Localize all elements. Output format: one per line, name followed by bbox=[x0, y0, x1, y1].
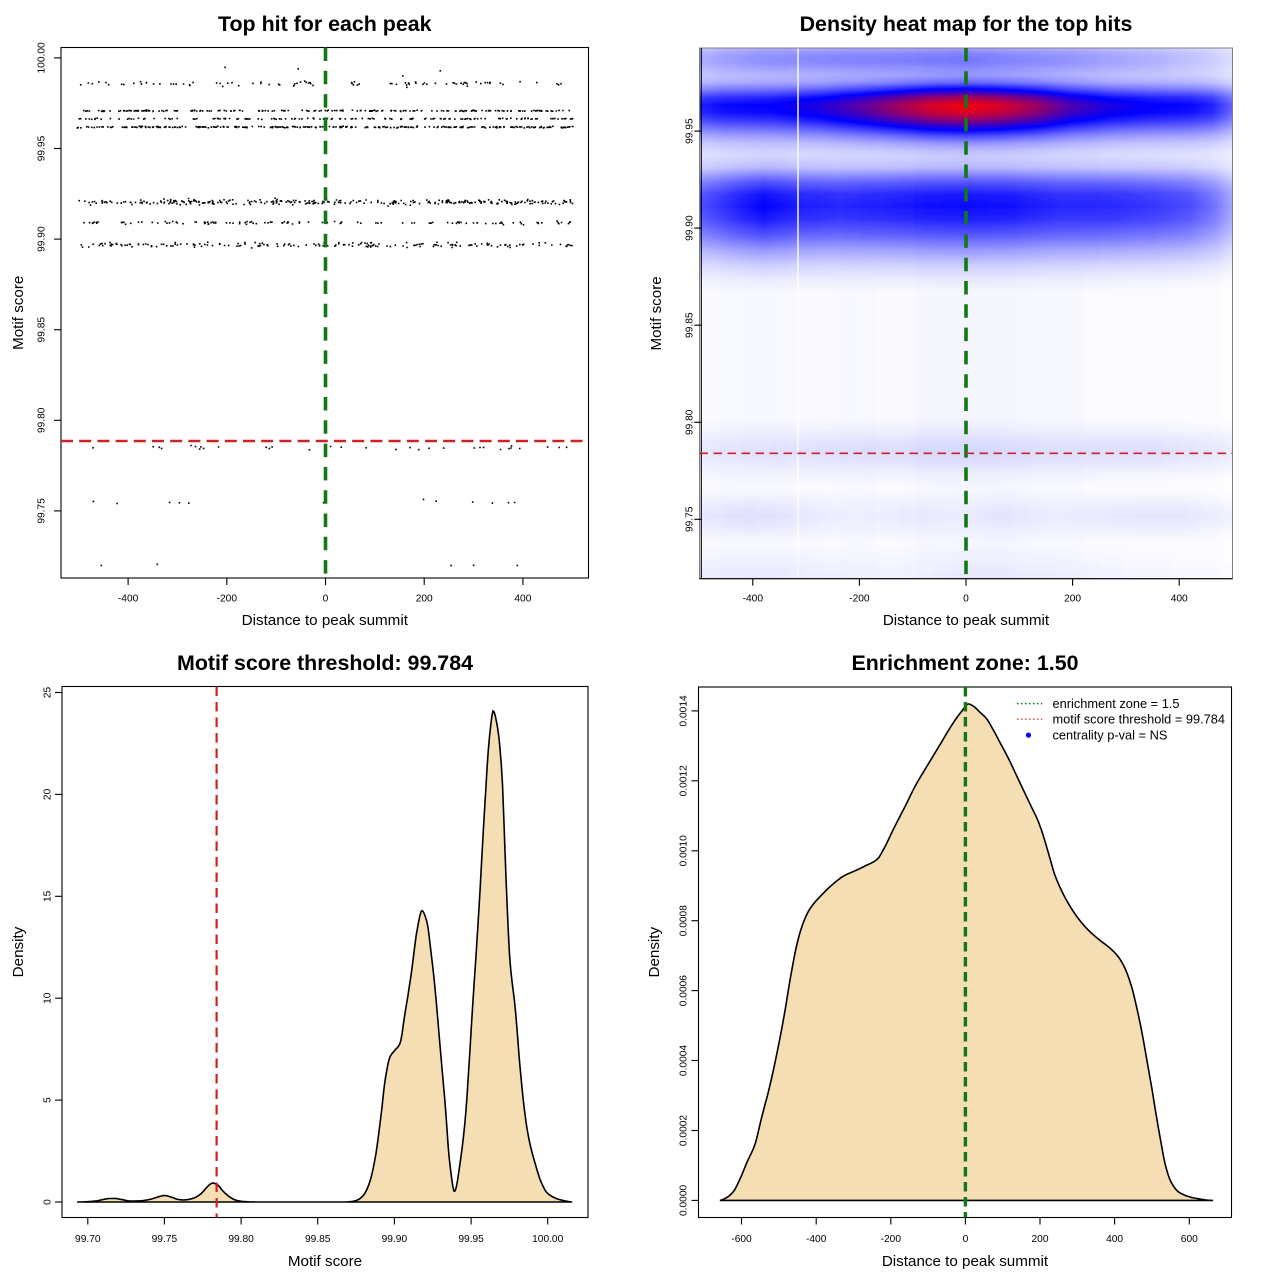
svg-text:400: 400 bbox=[1106, 1234, 1123, 1245]
svg-text:-200: -200 bbox=[881, 1234, 902, 1245]
svg-text:99.95: 99.95 bbox=[685, 118, 696, 144]
svg-text:99.95: 99.95 bbox=[458, 1234, 484, 1245]
svg-text:-600: -600 bbox=[731, 1234, 752, 1245]
svg-text:0.0014: 0.0014 bbox=[679, 695, 690, 726]
svg-text:100.00: 100.00 bbox=[532, 1234, 563, 1245]
svg-text:99.95: 99.95 bbox=[36, 135, 47, 161]
svg-text:15: 15 bbox=[42, 890, 53, 902]
svg-text:0.0006: 0.0006 bbox=[679, 975, 690, 1006]
svg-text:Motif score: Motif score bbox=[10, 276, 27, 350]
svg-text:200: 200 bbox=[1064, 594, 1081, 605]
svg-text:200: 200 bbox=[1032, 1234, 1049, 1245]
svg-text:0.0008: 0.0008 bbox=[679, 905, 690, 936]
svg-text:Distance to peak summit: Distance to peak summit bbox=[882, 1253, 1049, 1270]
svg-text:0.0004: 0.0004 bbox=[679, 1045, 690, 1076]
svg-text:-400: -400 bbox=[743, 594, 764, 605]
svg-text:5: 5 bbox=[42, 1097, 53, 1103]
svg-text:Motif score threshold: 99.784: Motif score threshold: 99.784 bbox=[177, 651, 473, 675]
svg-text:0.0000: 0.0000 bbox=[679, 1184, 690, 1215]
svg-text:99.85: 99.85 bbox=[685, 312, 696, 338]
svg-text:motif score threshold = 99.784: motif score threshold = 99.784 bbox=[1053, 712, 1226, 727]
svg-text:100.00: 100.00 bbox=[36, 42, 47, 73]
svg-text:0: 0 bbox=[42, 1199, 53, 1205]
svg-text:600: 600 bbox=[1181, 1234, 1198, 1245]
svg-text:99.80: 99.80 bbox=[36, 407, 47, 433]
svg-text:20: 20 bbox=[42, 788, 53, 800]
svg-text:0.0010: 0.0010 bbox=[679, 835, 690, 866]
svg-text:0: 0 bbox=[963, 594, 969, 605]
svg-text:99.90: 99.90 bbox=[382, 1234, 408, 1245]
svg-text:0.0002: 0.0002 bbox=[679, 1115, 690, 1146]
svg-text:Top hit for each peak: Top hit for each peak bbox=[218, 12, 432, 36]
svg-text:99.80: 99.80 bbox=[685, 409, 696, 435]
svg-text:-400: -400 bbox=[806, 1234, 827, 1245]
svg-text:200: 200 bbox=[416, 594, 433, 605]
svg-text:-400: -400 bbox=[118, 594, 139, 605]
svg-text:0: 0 bbox=[323, 594, 329, 605]
svg-text:99.75: 99.75 bbox=[152, 1234, 178, 1245]
svg-text:-200: -200 bbox=[217, 594, 238, 605]
svg-text:Density: Density bbox=[10, 926, 27, 977]
svg-text:Distance to peak summit: Distance to peak summit bbox=[883, 612, 1050, 629]
svg-text:99.70: 99.70 bbox=[75, 1234, 101, 1245]
svg-text:99.85: 99.85 bbox=[36, 317, 47, 343]
svg-text:99.90: 99.90 bbox=[36, 226, 47, 252]
svg-text:25: 25 bbox=[42, 687, 53, 699]
svg-text:-200: -200 bbox=[849, 594, 870, 605]
svg-text:99.75: 99.75 bbox=[685, 506, 696, 532]
svg-text:Motif score: Motif score bbox=[288, 1253, 362, 1270]
svg-text:enrichment zone = 1.5: enrichment zone = 1.5 bbox=[1053, 696, 1180, 711]
svg-text:centrality p-val = NS: centrality p-val = NS bbox=[1053, 727, 1168, 742]
svg-text:Motif score: Motif score bbox=[648, 276, 665, 350]
svg-text:99.90: 99.90 bbox=[685, 215, 696, 241]
svg-text:0.0012: 0.0012 bbox=[679, 765, 690, 796]
svg-text:Density: Density bbox=[646, 926, 663, 977]
svg-text:99.80: 99.80 bbox=[228, 1234, 254, 1245]
svg-text:Enrichment zone: 1.50: Enrichment zone: 1.50 bbox=[851, 651, 1078, 675]
svg-text:10: 10 bbox=[42, 992, 53, 1004]
svg-text:Distance to peak summit: Distance to peak summit bbox=[242, 612, 409, 629]
svg-text:0: 0 bbox=[963, 1234, 969, 1245]
svg-text:400: 400 bbox=[1171, 594, 1188, 605]
svg-text:99.75: 99.75 bbox=[36, 498, 47, 524]
svg-text:400: 400 bbox=[514, 594, 531, 605]
svg-text:99.85: 99.85 bbox=[305, 1234, 331, 1245]
svg-text:Density heat map for the top h: Density heat map for the top hits bbox=[800, 12, 1133, 36]
